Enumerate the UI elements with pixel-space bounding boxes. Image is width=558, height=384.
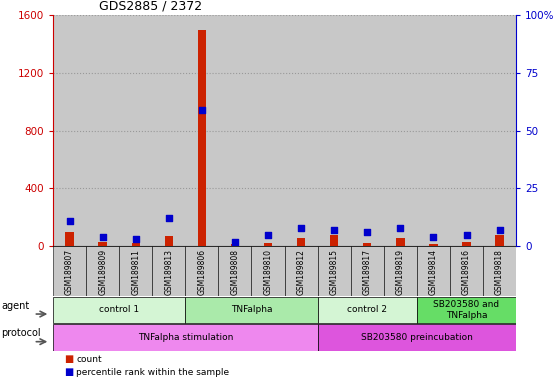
Point — [297, 225, 306, 231]
Bar — [119, 246, 152, 296]
Text: ■: ■ — [64, 354, 74, 364]
Text: GSM189818: GSM189818 — [495, 249, 504, 295]
Text: ■: ■ — [64, 367, 74, 377]
Bar — [53, 296, 185, 323]
Bar — [65, 232, 74, 246]
Bar — [330, 235, 338, 246]
Bar — [384, 246, 417, 296]
Text: protocol: protocol — [1, 328, 41, 338]
Point — [198, 107, 206, 113]
Point — [429, 234, 438, 240]
Bar — [218, 246, 252, 296]
Bar — [417, 15, 450, 246]
Bar — [152, 15, 185, 246]
Bar — [86, 246, 119, 296]
Bar — [318, 324, 516, 351]
Point — [462, 232, 471, 238]
Bar — [132, 243, 140, 246]
Text: TNFalpha stimulation: TNFalpha stimulation — [138, 333, 233, 342]
Text: GSM189808: GSM189808 — [230, 249, 239, 295]
Bar — [218, 15, 252, 246]
Text: GSM189814: GSM189814 — [429, 249, 438, 295]
Point — [495, 227, 504, 233]
Text: GSM189812: GSM189812 — [297, 249, 306, 295]
Bar — [53, 15, 86, 246]
Text: agent: agent — [1, 301, 30, 311]
Bar — [496, 235, 504, 246]
Bar — [351, 246, 384, 296]
Point — [263, 232, 272, 238]
Point — [363, 229, 372, 235]
Bar — [185, 246, 218, 296]
Bar — [165, 236, 173, 246]
Text: control 2: control 2 — [347, 305, 387, 314]
Bar — [318, 296, 417, 323]
Bar — [450, 15, 483, 246]
Bar — [252, 246, 285, 296]
Bar — [185, 15, 218, 246]
Bar — [363, 243, 372, 246]
Text: SB203580 preincubation: SB203580 preincubation — [361, 333, 473, 342]
Text: GSM189809: GSM189809 — [98, 249, 107, 295]
Text: GSM189810: GSM189810 — [263, 249, 272, 295]
Text: GDS2885 / 2372: GDS2885 / 2372 — [99, 0, 203, 13]
Bar — [285, 246, 318, 296]
Bar — [198, 30, 206, 246]
Bar — [99, 242, 107, 246]
Text: TNFalpha: TNFalpha — [231, 305, 272, 314]
Text: count: count — [76, 354, 102, 364]
Point — [230, 238, 239, 245]
Bar — [285, 15, 318, 246]
Bar — [450, 246, 483, 296]
Text: percentile rank within the sample: percentile rank within the sample — [76, 368, 229, 377]
Text: GSM189819: GSM189819 — [396, 249, 405, 295]
Bar — [318, 15, 351, 246]
Bar — [264, 243, 272, 246]
Bar — [119, 15, 152, 246]
Point — [65, 218, 74, 224]
Point — [396, 225, 405, 231]
Bar — [429, 243, 437, 246]
Text: SB203580 and
TNFalpha: SB203580 and TNFalpha — [434, 300, 499, 319]
Text: control 1: control 1 — [99, 305, 140, 314]
Bar — [351, 15, 384, 246]
Text: GSM189807: GSM189807 — [65, 249, 74, 295]
Bar — [396, 238, 405, 246]
Text: GSM189815: GSM189815 — [330, 249, 339, 295]
Bar — [86, 15, 119, 246]
Text: GSM189816: GSM189816 — [462, 249, 471, 295]
Bar — [384, 15, 417, 246]
Bar — [297, 238, 305, 246]
Bar — [252, 15, 285, 246]
Text: GSM189811: GSM189811 — [131, 249, 140, 295]
Point — [164, 215, 173, 222]
Point — [330, 227, 339, 233]
Bar — [53, 246, 86, 296]
Bar — [483, 15, 516, 246]
Text: GSM189813: GSM189813 — [164, 249, 174, 295]
Bar — [483, 246, 516, 296]
Bar — [417, 246, 450, 296]
Bar — [463, 242, 470, 246]
Bar — [318, 246, 351, 296]
Bar — [53, 324, 318, 351]
Bar — [231, 244, 239, 246]
Bar — [185, 296, 318, 323]
Text: GSM189817: GSM189817 — [363, 249, 372, 295]
Point — [131, 236, 140, 242]
Point — [98, 234, 107, 240]
Text: GSM189806: GSM189806 — [198, 249, 206, 295]
Bar — [152, 246, 185, 296]
Bar — [417, 296, 516, 323]
